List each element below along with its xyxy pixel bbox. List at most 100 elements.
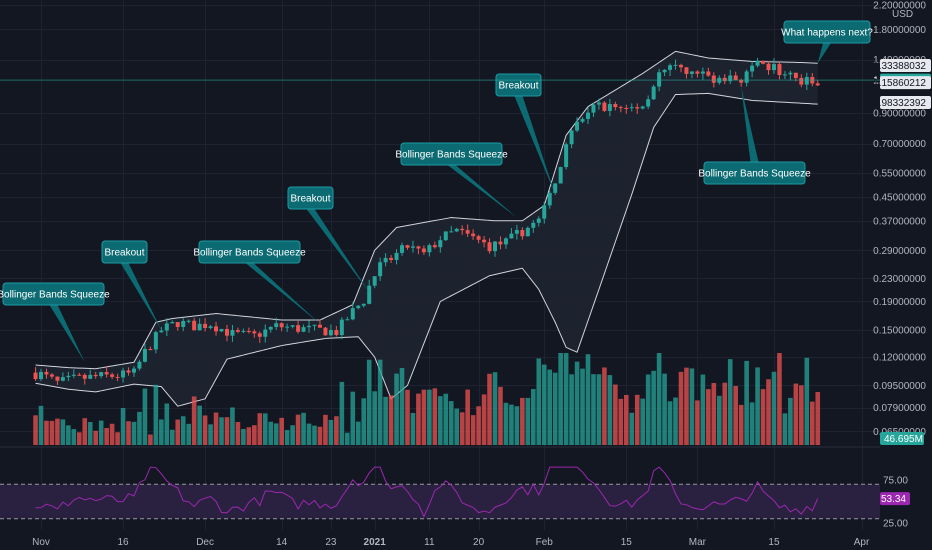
candle <box>400 245 405 253</box>
volume-bar <box>656 353 662 445</box>
annotation-box <box>495 73 542 97</box>
price-tick-label: 0.15000000 <box>873 326 926 337</box>
annotation-label: Breakout <box>498 81 538 92</box>
candle <box>367 285 372 304</box>
volume-bar <box>799 385 804 445</box>
candle <box>465 230 470 234</box>
candle <box>121 370 126 378</box>
candle <box>115 376 120 378</box>
volume-bar <box>115 432 120 445</box>
volume-bar <box>262 413 268 445</box>
volume-bar <box>109 423 115 445</box>
volume-bar <box>727 359 733 445</box>
time-tick-label: Nov <box>32 537 50 548</box>
volume-tag-label: 46.695M <box>884 434 923 445</box>
candle <box>301 327 306 332</box>
candle <box>142 348 147 362</box>
volume-bar <box>202 415 208 445</box>
volume-bar <box>448 401 454 445</box>
time-tick-label: 15 <box>621 537 633 548</box>
candle <box>405 245 410 248</box>
volume-bar <box>366 359 372 445</box>
volume-bar <box>432 388 438 445</box>
candles <box>33 57 820 385</box>
candle <box>410 246 415 248</box>
volume-bar <box>153 384 159 445</box>
annotation-box <box>400 142 503 166</box>
annotation-pointer <box>817 43 831 64</box>
candle <box>159 330 164 333</box>
candle <box>711 75 716 83</box>
annotation-box <box>703 161 806 185</box>
volume-bar <box>186 423 191 445</box>
candle <box>421 248 426 253</box>
rsi-tick-label: 75.00 <box>883 476 908 487</box>
rsi-pane <box>0 466 880 520</box>
candle <box>476 236 481 240</box>
volume-bar <box>438 396 443 445</box>
candle <box>263 329 268 337</box>
annotation-label: Breakout <box>290 194 330 205</box>
candle <box>285 326 290 328</box>
volume-bar <box>634 394 640 445</box>
candle <box>323 327 328 336</box>
time-tick-label: 16 <box>117 537 129 548</box>
volume-bar <box>487 373 492 445</box>
candle <box>77 374 82 376</box>
volume-bar <box>629 412 635 445</box>
candle <box>493 241 498 252</box>
volume-bar <box>481 394 487 445</box>
candle <box>137 361 142 369</box>
candle <box>356 305 361 309</box>
volume-bar <box>131 421 137 445</box>
volume-bar <box>618 398 624 445</box>
price-tick-label: 0.45000000 <box>873 193 926 204</box>
candle <box>482 239 487 243</box>
volume-bar <box>788 397 793 445</box>
price-tick-label: 0.90000000 <box>873 109 926 120</box>
candle <box>569 130 574 145</box>
volume-bar <box>744 360 749 445</box>
volume-bar <box>804 357 810 445</box>
candle <box>438 240 443 248</box>
rsi-band-fill <box>0 484 880 519</box>
candle <box>684 67 689 74</box>
candle <box>624 107 629 109</box>
volume-bar <box>33 415 38 445</box>
candle <box>558 167 563 184</box>
volume-bar <box>306 423 312 445</box>
volume-bar <box>317 426 323 445</box>
candle <box>153 332 158 350</box>
volume-bar <box>257 413 263 445</box>
candle <box>66 375 71 378</box>
volume-bar <box>339 381 345 445</box>
volume-tag <box>880 432 924 445</box>
candle <box>33 372 38 380</box>
candle <box>564 144 569 168</box>
volume-bar <box>580 368 585 445</box>
candle <box>618 107 623 109</box>
volume-bar <box>388 395 394 445</box>
annotation-label: Breakout <box>104 248 144 259</box>
price-tick-label: 0.12000000 <box>873 353 926 364</box>
volume-bar <box>809 401 815 445</box>
candle <box>498 241 503 245</box>
candle <box>646 99 651 107</box>
volume-bar <box>766 379 771 445</box>
candle <box>542 205 547 219</box>
candle <box>71 374 76 376</box>
price-axis: USD 2.200000001.800000001.400000000.9000… <box>0 1 931 445</box>
candle <box>520 230 525 237</box>
volume-bar <box>355 421 361 445</box>
volume-bar <box>470 415 476 445</box>
annotation-label: Bollinger Bands Squeeze <box>395 150 508 161</box>
candle <box>394 252 399 260</box>
price-tag <box>880 76 931 90</box>
candle <box>525 227 530 237</box>
candle <box>378 262 383 277</box>
price-axis-unit: USD <box>892 9 913 20</box>
volume-bar <box>126 421 131 445</box>
volume-bar <box>372 391 377 445</box>
volume-bar <box>44 420 49 445</box>
